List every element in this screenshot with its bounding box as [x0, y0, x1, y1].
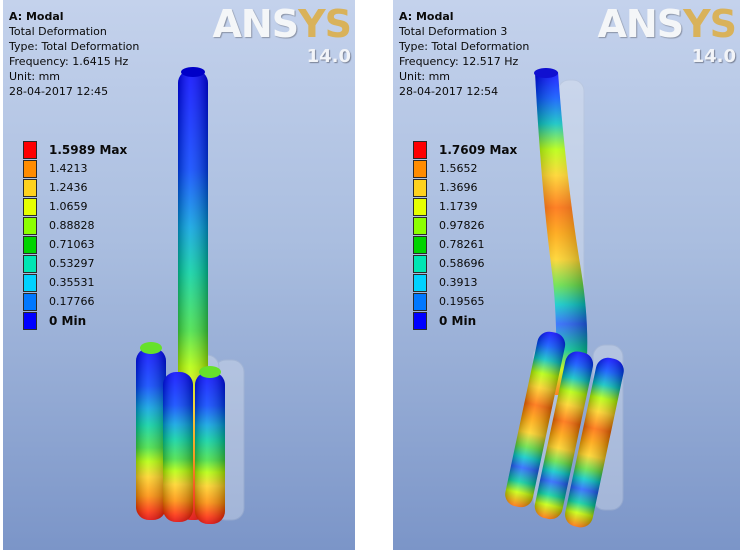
legend-label: 0.17766	[49, 295, 95, 308]
result-name: Total Deformation	[9, 25, 107, 38]
ansys-logo: ANSYS 14.0	[597, 2, 737, 67]
legend-label: 0.53297	[49, 257, 95, 270]
legend-swatch	[413, 255, 427, 273]
legend-swatch	[413, 141, 427, 159]
result-viewport-right[interactable]: A: Modal Total Deformation 3 Type: Total…	[393, 0, 740, 550]
legend-swatch	[413, 236, 427, 254]
result-timestamp: 28-04-2017 12:45	[9, 85, 109, 98]
ansys-logo: ANSYS 14.0	[212, 2, 352, 67]
legend-swatch	[413, 160, 427, 178]
logo-version: 14.0	[691, 46, 736, 67]
legend-label: 0.88828	[49, 219, 95, 232]
analysis-title: A: Modal	[399, 10, 454, 23]
legend-swatch	[23, 236, 37, 254]
legend-swatch	[413, 293, 427, 311]
legend-swatch	[23, 293, 37, 311]
result-frequency: Frequency: 12.517 Hz	[399, 55, 519, 68]
result-timestamp: 28-04-2017 12:54	[399, 85, 499, 98]
legend-swatch	[23, 141, 37, 159]
legend-label-max: 1.5989 Max	[49, 143, 128, 157]
legend-swatch	[413, 312, 427, 330]
legend-label: 0.19565	[439, 295, 485, 308]
legend-label-max: 1.7609 Max	[439, 143, 518, 157]
result-viewport-left[interactable]: A: Modal Total Deformation Type: Total D…	[3, 0, 355, 550]
legend-swatch	[23, 179, 37, 197]
analysis-title: A: Modal	[9, 10, 64, 23]
legend-label: 0.3913	[439, 276, 478, 289]
deformation-model-right	[505, 68, 624, 528]
result-name: Total Deformation 3	[399, 25, 508, 38]
result-type: Type: Total Deformation	[399, 40, 530, 53]
legend-label: 0.71063	[49, 238, 95, 251]
legend-label: 0.97826	[439, 219, 485, 232]
legend-label: 1.1739	[439, 200, 478, 213]
legend-swatch	[23, 312, 37, 330]
logo-brand-b: YS	[683, 2, 737, 46]
legend-swatch	[413, 179, 427, 197]
legend-label: 0.58696	[439, 257, 485, 270]
legend-label-min: 0 Min	[49, 314, 87, 328]
legend-swatch	[23, 198, 37, 216]
legend-swatch	[413, 274, 427, 292]
logo-brand-a: ANS	[212, 2, 300, 46]
result-type: Type: Total Deformation	[9, 40, 140, 53]
deformation-model-left	[136, 67, 245, 524]
logo-brand-a: ANS	[597, 2, 685, 46]
result-unit: Unit: mm	[9, 70, 61, 83]
legend-label: 0.78261	[439, 238, 485, 251]
legend-label-min: 0 Min	[439, 314, 477, 328]
legend-label: 0.35531	[49, 276, 95, 289]
legend-swatch	[413, 217, 427, 235]
legend-label: 1.4213	[49, 162, 88, 175]
legend-swatch	[23, 160, 37, 178]
legend-label: 1.0659	[49, 200, 88, 213]
legend-label: 1.5652	[439, 162, 478, 175]
legend-swatch	[23, 217, 37, 235]
legend-swatch	[23, 274, 37, 292]
legend-label: 1.2436	[49, 181, 88, 194]
logo-brand-b: YS	[298, 2, 352, 46]
legend-label: 1.3696	[439, 181, 478, 194]
logo-version: 14.0	[306, 46, 351, 67]
result-unit: Unit: mm	[399, 70, 451, 83]
legend-swatch	[413, 198, 427, 216]
legend-swatch	[23, 255, 37, 273]
result-info-right: A: Modal Total Deformation 3 Type: Total…	[399, 9, 529, 99]
result-frequency: Frequency: 1.6415 Hz	[9, 55, 129, 68]
result-info-left: A: Modal Total Deformation Type: Total D…	[9, 9, 139, 99]
